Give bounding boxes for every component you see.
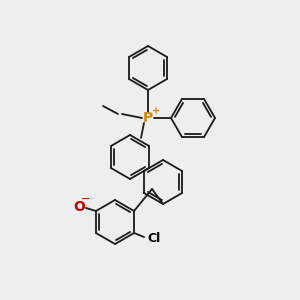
- Text: Cl: Cl: [147, 232, 161, 244]
- Text: O: O: [73, 200, 85, 214]
- Text: +: +: [152, 106, 160, 116]
- Text: P: P: [143, 111, 153, 125]
- Text: −: −: [81, 194, 91, 204]
